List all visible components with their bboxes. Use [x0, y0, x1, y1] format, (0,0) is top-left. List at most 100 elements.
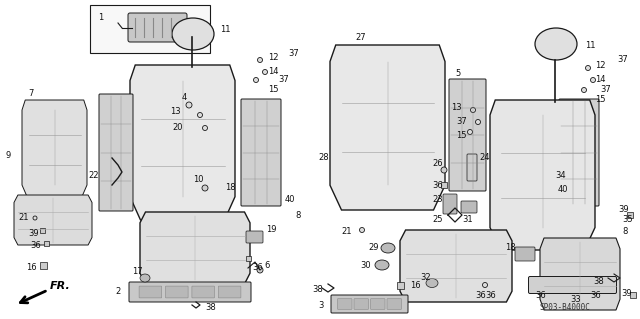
- Circle shape: [586, 65, 591, 70]
- Text: 26: 26: [432, 159, 443, 167]
- Text: 15: 15: [456, 130, 467, 139]
- Text: 30: 30: [360, 261, 371, 270]
- Text: 36: 36: [475, 291, 486, 300]
- FancyBboxPatch shape: [387, 299, 401, 309]
- Text: 23: 23: [432, 196, 443, 204]
- Text: 40: 40: [558, 186, 568, 195]
- Text: 36: 36: [535, 291, 546, 300]
- Text: 12: 12: [268, 53, 278, 62]
- Text: 20: 20: [172, 123, 182, 132]
- Circle shape: [198, 113, 202, 117]
- Text: 37: 37: [456, 117, 467, 127]
- Text: 3: 3: [318, 300, 323, 309]
- Text: 28: 28: [318, 153, 328, 162]
- Text: 2: 2: [115, 287, 120, 296]
- Text: 15: 15: [268, 85, 278, 94]
- Text: SP03-B4000C: SP03-B4000C: [540, 303, 591, 313]
- Text: 18: 18: [225, 183, 236, 192]
- Text: 19: 19: [266, 226, 276, 234]
- Ellipse shape: [535, 28, 577, 60]
- Bar: [90, 5, 210, 53]
- Circle shape: [591, 78, 595, 83]
- Text: 7: 7: [28, 88, 33, 98]
- Text: 37: 37: [288, 48, 299, 57]
- Polygon shape: [140, 212, 250, 284]
- Text: 11: 11: [220, 26, 230, 34]
- FancyBboxPatch shape: [166, 286, 188, 298]
- Text: 21: 21: [341, 227, 351, 236]
- FancyBboxPatch shape: [337, 299, 352, 309]
- Text: 34: 34: [555, 170, 566, 180]
- Bar: [441, 182, 447, 188]
- FancyBboxPatch shape: [139, 286, 162, 298]
- Circle shape: [483, 283, 488, 287]
- Polygon shape: [540, 238, 620, 310]
- Text: 16: 16: [26, 263, 36, 272]
- Text: 14: 14: [595, 75, 605, 84]
- FancyBboxPatch shape: [461, 201, 477, 213]
- Text: 31: 31: [462, 216, 472, 225]
- Text: 36: 36: [590, 291, 601, 300]
- Text: 37: 37: [278, 76, 289, 85]
- Circle shape: [467, 130, 472, 135]
- Text: 38: 38: [205, 303, 216, 313]
- Text: 13: 13: [451, 103, 461, 113]
- Bar: [627, 212, 633, 218]
- FancyBboxPatch shape: [331, 295, 408, 313]
- FancyBboxPatch shape: [241, 99, 281, 206]
- Text: FR.: FR.: [50, 281, 71, 291]
- Text: 22: 22: [88, 170, 99, 180]
- Text: 40: 40: [285, 196, 296, 204]
- Text: 33: 33: [570, 295, 580, 305]
- Circle shape: [262, 70, 268, 75]
- Text: 27: 27: [355, 33, 365, 42]
- Circle shape: [476, 120, 481, 124]
- Text: 10: 10: [193, 175, 204, 184]
- Text: 12: 12: [595, 61, 605, 70]
- Text: 24: 24: [479, 153, 490, 162]
- Bar: [397, 281, 403, 288]
- Polygon shape: [22, 100, 87, 200]
- Text: 36: 36: [485, 291, 496, 300]
- FancyBboxPatch shape: [443, 194, 457, 214]
- Text: 25: 25: [432, 216, 442, 225]
- FancyBboxPatch shape: [529, 277, 616, 293]
- Circle shape: [257, 57, 262, 63]
- Text: 35: 35: [622, 216, 632, 225]
- Text: 37: 37: [617, 56, 628, 64]
- Text: 39: 39: [618, 205, 628, 214]
- FancyBboxPatch shape: [192, 286, 214, 298]
- Ellipse shape: [140, 274, 150, 282]
- Circle shape: [470, 108, 476, 113]
- Bar: [246, 256, 250, 261]
- Circle shape: [202, 185, 208, 191]
- Text: 32: 32: [420, 273, 431, 283]
- Bar: [40, 227, 45, 233]
- Text: 8: 8: [295, 211, 300, 219]
- Text: 8: 8: [622, 227, 627, 236]
- FancyBboxPatch shape: [218, 286, 241, 298]
- Text: 9: 9: [6, 151, 12, 160]
- Text: 4: 4: [182, 93, 188, 101]
- Text: 21: 21: [18, 213, 29, 222]
- Polygon shape: [130, 65, 235, 220]
- FancyBboxPatch shape: [467, 154, 477, 181]
- Text: 36: 36: [252, 263, 263, 272]
- Text: 6: 6: [264, 261, 269, 270]
- Text: 18: 18: [505, 243, 516, 253]
- Ellipse shape: [426, 278, 438, 287]
- Polygon shape: [14, 195, 92, 245]
- Circle shape: [257, 267, 263, 273]
- Ellipse shape: [172, 18, 214, 50]
- Text: 11: 11: [585, 41, 595, 49]
- Text: 39: 39: [621, 288, 632, 298]
- Text: 13: 13: [170, 108, 180, 116]
- Ellipse shape: [381, 243, 395, 253]
- Text: 5: 5: [455, 69, 460, 78]
- FancyBboxPatch shape: [515, 247, 535, 261]
- Text: 38: 38: [593, 278, 604, 286]
- FancyBboxPatch shape: [371, 299, 385, 309]
- Text: 15: 15: [595, 95, 605, 105]
- Text: 37: 37: [600, 85, 611, 94]
- Polygon shape: [400, 230, 512, 302]
